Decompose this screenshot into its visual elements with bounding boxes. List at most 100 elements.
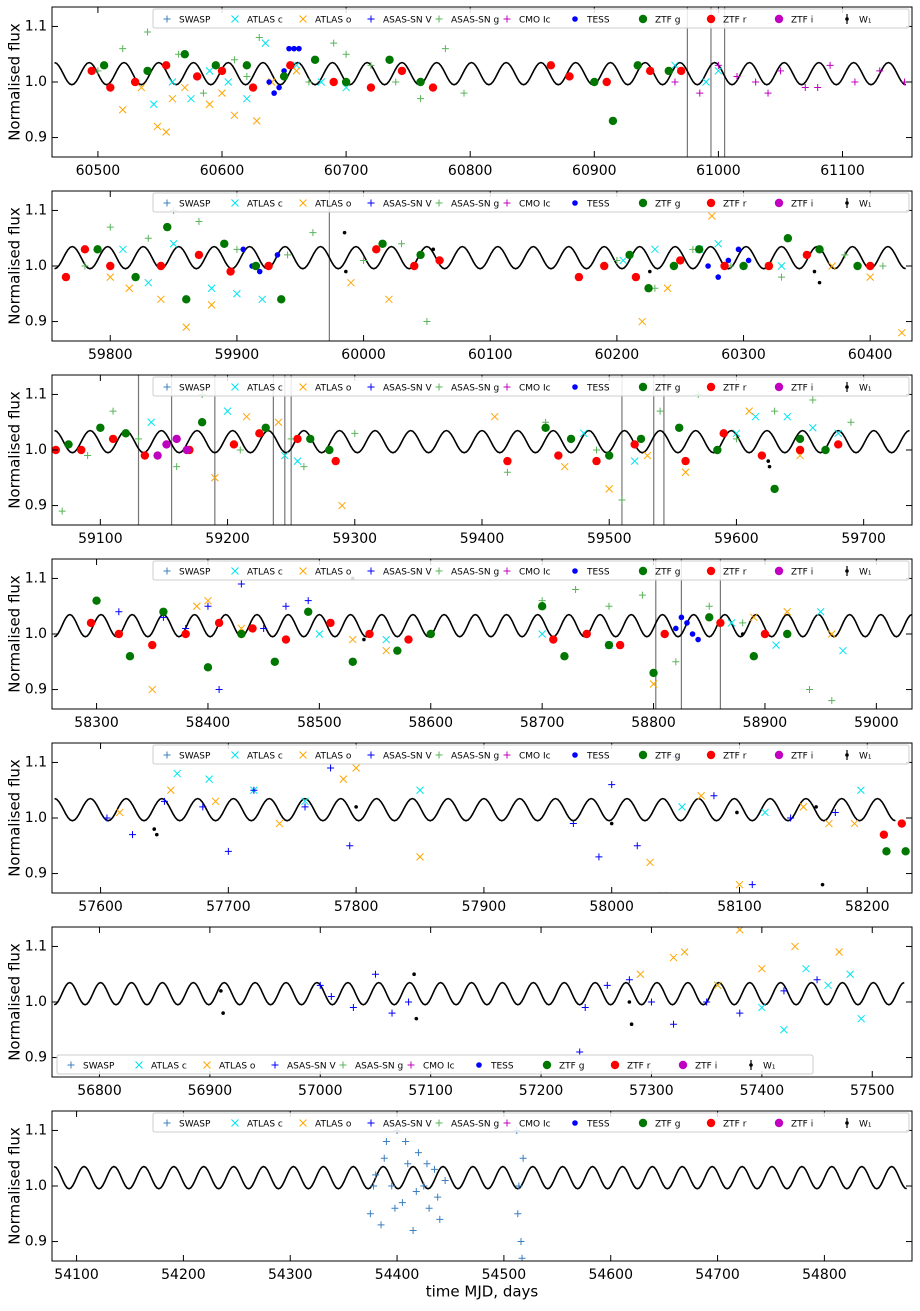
data-point <box>802 250 812 260</box>
y-tick-label: 1.0 <box>25 442 47 458</box>
x-tick-label: 61000 <box>696 163 741 179</box>
data-point <box>664 66 673 76</box>
legend-label: TESS <box>586 200 610 210</box>
data-point <box>901 847 910 856</box>
legend-marker <box>845 385 849 389</box>
legend-label: ASAS-SN V <box>383 1120 432 1130</box>
data-point <box>817 280 822 285</box>
legend-label: TESS <box>586 752 610 762</box>
data-point <box>286 45 292 52</box>
legend-marker <box>407 1061 415 1069</box>
x-tick-label: 54100 <box>54 1267 99 1283</box>
data-point <box>137 83 146 92</box>
plot-area <box>53 1126 907 1261</box>
data-point <box>140 451 150 460</box>
data-point <box>129 831 137 839</box>
panel: 60500 60600 60700 60800 60900 61000 61100 0.9 1.… <box>6 6 913 179</box>
data-point <box>648 269 652 274</box>
x-tick-label: 54500 <box>482 1267 527 1283</box>
data-point <box>695 636 701 643</box>
data-point <box>224 78 233 86</box>
x-tick-label: 58200 <box>845 899 890 915</box>
legend-label: ASAS-SN V <box>383 752 432 762</box>
legend-label: ATLAS o <box>315 16 352 26</box>
legend-marker <box>435 1119 443 1127</box>
legend-label: TESS <box>586 384 610 394</box>
y-axis-label: Normalised flux <box>6 23 24 141</box>
x-axis-label: time MJD, days <box>426 1283 539 1301</box>
data-point <box>764 261 774 271</box>
data-point <box>256 268 263 275</box>
data-point <box>325 445 334 455</box>
data-point <box>441 1176 449 1184</box>
series <box>342 230 822 285</box>
data-point <box>108 434 118 444</box>
legend-marker <box>503 383 511 391</box>
data-point <box>248 624 257 633</box>
legend-label: ZTF i <box>791 16 813 26</box>
legend-marker <box>367 567 375 575</box>
data-point <box>114 629 124 639</box>
data-point <box>705 263 711 269</box>
data-point <box>365 629 374 639</box>
y-axis-label: Normalised flux <box>6 207 24 325</box>
legend-label: ATLAS c <box>247 568 283 578</box>
data-point <box>402 1138 410 1146</box>
data-point <box>824 981 832 990</box>
y-tick-label: 1.0 <box>25 810 47 826</box>
data-point <box>708 212 716 220</box>
x-tick-label: 58600 <box>408 715 453 731</box>
data-point <box>689 631 696 637</box>
data-point <box>669 953 678 962</box>
data-point <box>149 100 158 109</box>
data-point <box>799 803 808 811</box>
data-point <box>715 274 722 280</box>
data-point <box>745 257 752 264</box>
data-point <box>404 635 413 644</box>
legend-marker <box>706 1118 716 1128</box>
data-point <box>377 1221 385 1229</box>
data-point <box>758 1003 766 1012</box>
data-point <box>853 261 862 271</box>
data-point <box>243 72 251 80</box>
data-point <box>656 407 664 415</box>
legend-label: ASAS-SN V <box>383 200 432 210</box>
data-point <box>226 267 235 276</box>
legend-marker <box>231 751 239 759</box>
data-point <box>275 819 284 828</box>
legend-marker <box>163 15 171 23</box>
data-point <box>627 1000 632 1004</box>
legend-label: ATLAS o <box>219 1062 256 1072</box>
data-point <box>382 646 391 655</box>
x-tick-label: 59800 <box>88 347 133 363</box>
data-point <box>600 261 609 271</box>
data-point <box>64 440 73 449</box>
data-point <box>608 781 616 789</box>
data-point <box>604 640 614 650</box>
legend-marker <box>706 14 716 24</box>
data-point <box>647 998 655 1006</box>
x-tick-label: 54600 <box>588 1267 633 1283</box>
legend-marker <box>845 753 849 757</box>
data-point <box>605 602 613 610</box>
legend-label: ATLAS c <box>247 16 283 26</box>
data-point <box>301 797 309 806</box>
data-point <box>412 1188 420 1196</box>
legend-label: TESS <box>490 1062 514 1072</box>
legend-label: ZTF i <box>791 1120 813 1130</box>
series <box>713 964 866 1034</box>
data-point <box>163 222 172 232</box>
data-point <box>261 423 270 432</box>
data-point <box>316 981 324 989</box>
data-point <box>261 39 270 47</box>
data-point <box>745 407 754 415</box>
series <box>152 805 825 887</box>
data-point <box>330 39 338 47</box>
data-point <box>414 1149 422 1157</box>
data-point <box>224 847 232 855</box>
series <box>316 970 821 1056</box>
data-point <box>293 434 302 444</box>
series <box>93 222 862 304</box>
x-tick-label: 57300 <box>629 1083 674 1099</box>
data-point <box>80 245 90 254</box>
